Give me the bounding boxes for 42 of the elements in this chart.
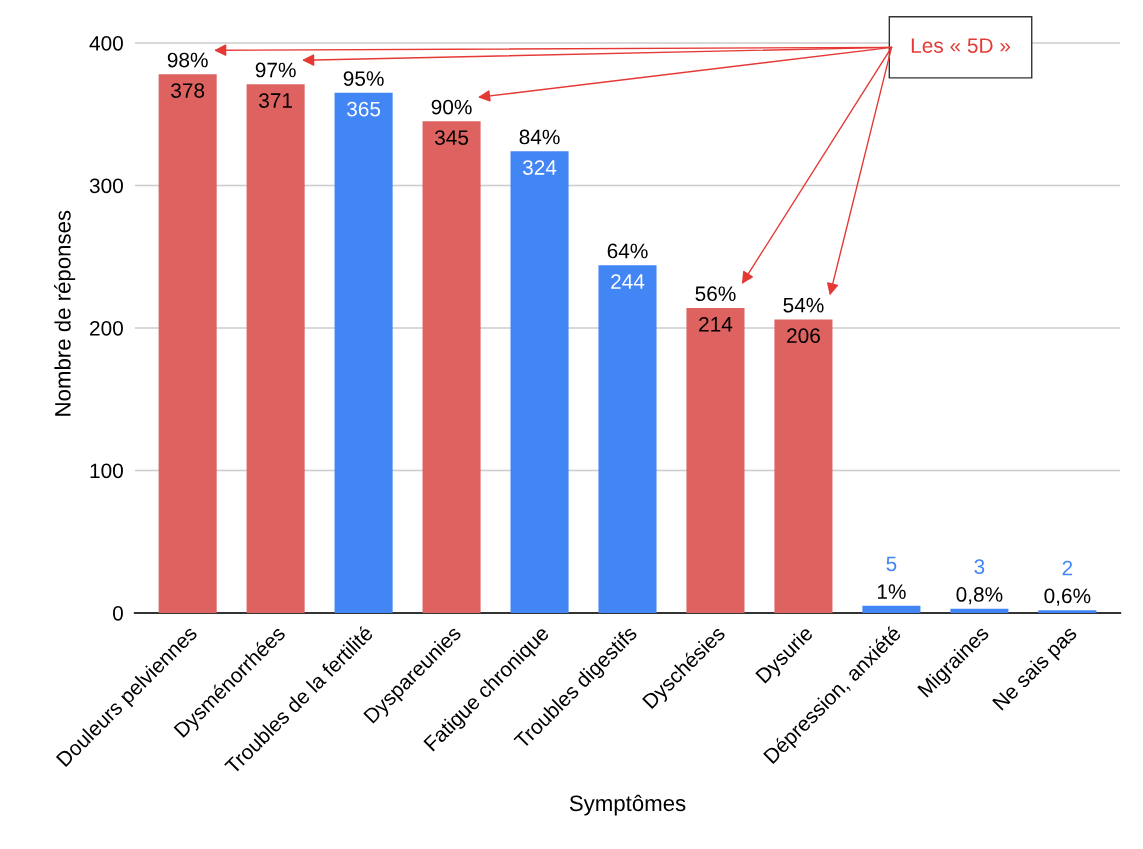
annotation: 0,8% xyxy=(956,587,1003,605)
bar xyxy=(862,605,921,613)
x-axis-title: Symptômes xyxy=(569,794,686,816)
bar xyxy=(422,121,481,613)
y-tick-label: 0 xyxy=(112,605,123,621)
x-tick-label: Ne sais pas xyxy=(991,624,1081,714)
bar xyxy=(598,265,657,613)
annotation: 95% xyxy=(343,71,384,86)
bar xyxy=(246,84,305,613)
annotation: 64% xyxy=(607,243,648,259)
y-axis-title: Nombre de réponses xyxy=(54,210,76,416)
data-label: 214 xyxy=(699,316,733,332)
data-label: 244 xyxy=(611,274,645,289)
y-tick-label: 100 xyxy=(90,463,123,479)
annotation: 97% xyxy=(255,62,296,78)
data-label: 378 xyxy=(171,83,205,98)
bar xyxy=(1038,610,1097,613)
data-label: 324 xyxy=(522,160,557,175)
y-tick-label: 400 xyxy=(89,35,123,51)
annotation: 1% xyxy=(877,584,906,599)
y-tick-label: 200 xyxy=(90,320,123,336)
bar xyxy=(950,608,1009,613)
bar xyxy=(158,74,217,613)
data-label: 2 xyxy=(1062,560,1073,576)
bar xyxy=(510,151,569,613)
bar xyxy=(774,319,833,613)
y-tick-label: 300 xyxy=(89,178,123,194)
annotation: 54% xyxy=(783,297,824,313)
annotation: Les « 5D » xyxy=(911,38,1011,53)
data-label: 371 xyxy=(259,93,292,108)
data-label: 3 xyxy=(974,559,985,575)
annotation: 56% xyxy=(695,286,736,302)
annotation: 84% xyxy=(519,129,560,145)
data-label: 345 xyxy=(434,130,469,145)
data-label: 5 xyxy=(886,556,897,572)
bar xyxy=(334,92,393,613)
data-label: 206 xyxy=(787,328,820,344)
bar xyxy=(686,308,745,613)
annotation: 98% xyxy=(167,52,208,68)
data-label: 365 xyxy=(347,101,381,117)
annotation: 0,6% xyxy=(1044,588,1091,606)
annotation: 90% xyxy=(431,99,472,115)
